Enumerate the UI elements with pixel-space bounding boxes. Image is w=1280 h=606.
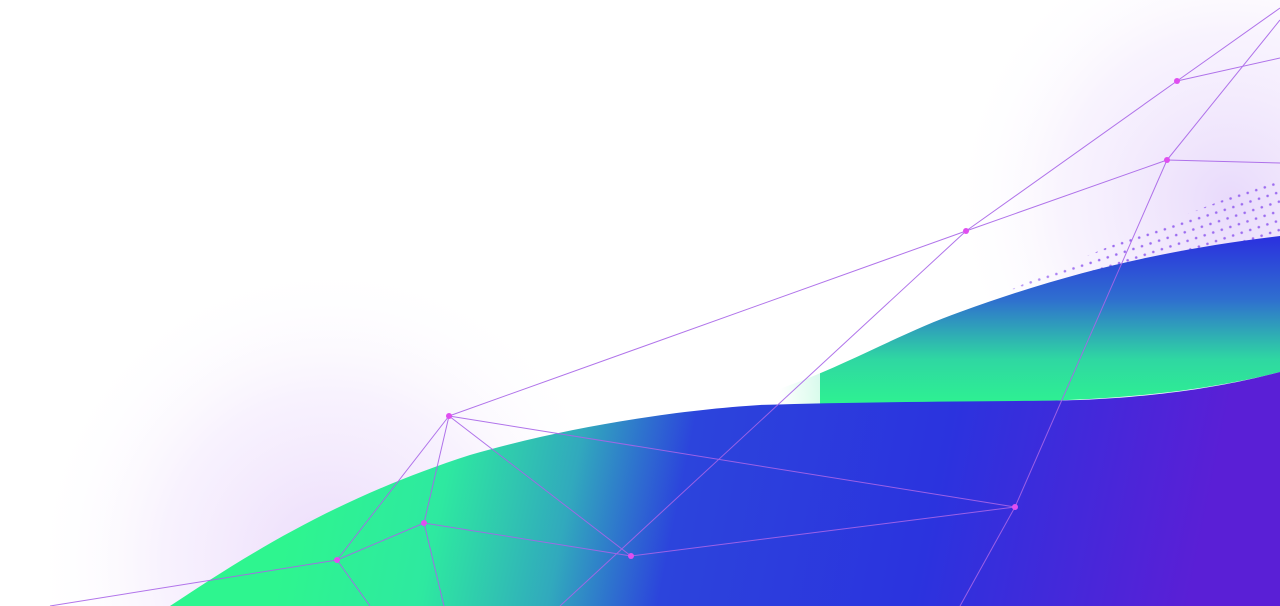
node <box>421 520 427 526</box>
node <box>963 228 969 234</box>
node <box>446 413 452 419</box>
network-nodes <box>334 78 1180 563</box>
upper-wave-fade <box>690 230 820 420</box>
node <box>1174 78 1180 84</box>
network-lines <box>49 7 1280 606</box>
node <box>628 553 634 559</box>
upper-wave <box>700 236 1280 408</box>
node <box>334 557 340 563</box>
lower-wave <box>170 372 1280 606</box>
node <box>1012 504 1018 510</box>
node <box>1164 157 1170 163</box>
